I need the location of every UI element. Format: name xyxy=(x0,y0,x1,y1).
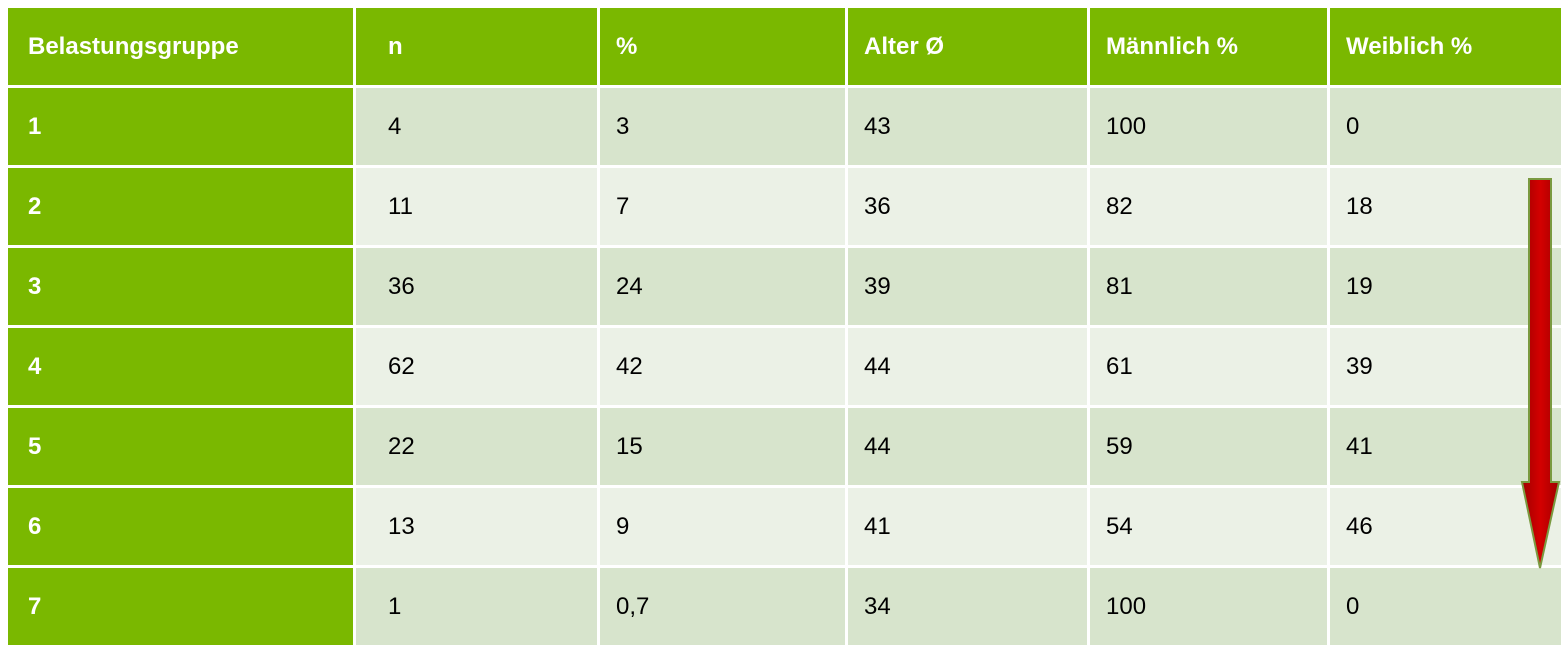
table: Belastungsgruppe n% Alter Ø Männlich % Weibl… xyxy=(8,8,1561,645)
data-cell: 42 xyxy=(600,328,845,405)
data-cell: 0 xyxy=(1330,568,1561,645)
data-cell: 0,7 xyxy=(600,568,845,645)
data-cell: 62 xyxy=(356,328,597,405)
header-cell: Alter Ø xyxy=(848,8,1087,85)
row-label-cell: 3 xyxy=(8,248,353,325)
data-cell: 100 xyxy=(1090,88,1327,165)
data-cell: 100 xyxy=(1090,568,1327,645)
red-arrow xyxy=(1520,178,1561,569)
data-cell: 4 xyxy=(356,88,597,165)
data-cell: 15 xyxy=(600,408,845,485)
row-label-cell: 5 xyxy=(8,408,353,485)
data-cell: 81 xyxy=(1090,248,1327,325)
data-cell: 24 xyxy=(600,248,845,325)
data-cell: 36 xyxy=(848,168,1087,245)
data-cell: 34 xyxy=(848,568,1087,645)
row-label-cell: 7 xyxy=(8,568,353,645)
data-cell: 22 xyxy=(356,408,597,485)
data-cell: 54 xyxy=(1090,488,1327,565)
data-cell: 1 xyxy=(356,568,597,645)
row-label-cell: 6 xyxy=(8,488,353,565)
data-cell: 39 xyxy=(1330,328,1561,405)
header-cell: Belastungsgruppe xyxy=(8,8,353,85)
data-cell: 18 xyxy=(1330,168,1561,245)
header-cell: n xyxy=(356,8,597,85)
data-cell: 44 xyxy=(848,408,1087,485)
data-cell: 19 xyxy=(1330,248,1561,325)
data-cell: 3 xyxy=(600,88,845,165)
data-cell: 11 xyxy=(356,168,597,245)
data-cell: 43 xyxy=(848,88,1087,165)
data-cell: 44 xyxy=(848,328,1087,405)
data-cell: 7 xyxy=(600,168,845,245)
row-label-cell: 4 xyxy=(8,328,353,405)
data-cell: 9 xyxy=(600,488,845,565)
header-cell: % xyxy=(600,8,845,85)
header-cell: Männlich % xyxy=(1090,8,1327,85)
data-cell: 0 xyxy=(1330,88,1561,165)
data-cell: 46 xyxy=(1330,488,1561,565)
page: Belastungsgruppe n% Alter Ø Männlich % Weibl… xyxy=(8,8,1561,645)
row-label-cell: 1 xyxy=(8,88,353,165)
header-cell: Weiblich % xyxy=(1330,8,1561,85)
data-cell: 13 xyxy=(356,488,597,565)
row-label-cell: 2 xyxy=(8,168,353,245)
data-cell: 41 xyxy=(848,488,1087,565)
data-cell: 82 xyxy=(1090,168,1327,245)
data-cell: 41 xyxy=(1330,408,1561,485)
data-cell: 59 xyxy=(1090,408,1327,485)
data-cell: 36 xyxy=(356,248,597,325)
arrow-shape xyxy=(1520,178,1561,569)
data-cell: 39 xyxy=(848,248,1087,325)
data-cell: 61 xyxy=(1090,328,1327,405)
